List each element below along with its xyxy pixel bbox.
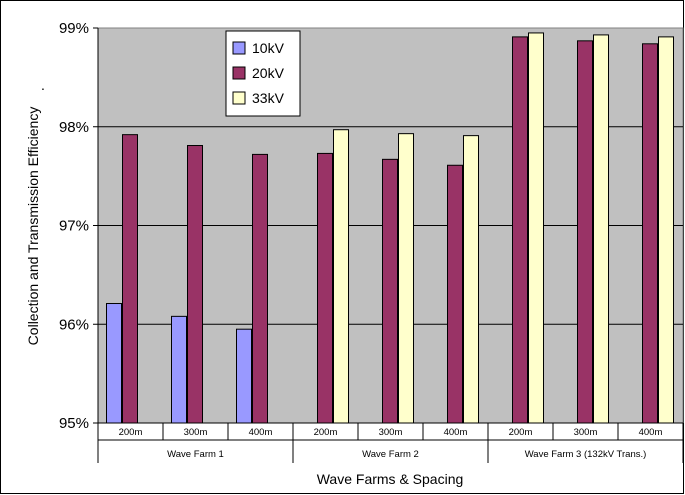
bar-10kV-0 bbox=[106, 303, 122, 424]
bar-33kV-6 bbox=[528, 32, 544, 424]
legend-label-20kV: 20kV bbox=[252, 65, 285, 81]
legend: 10kV 20kV 33kV bbox=[225, 30, 301, 117]
x-group-label: Wave Farm 1 bbox=[167, 449, 224, 460]
legend-label-10kV: 10kV bbox=[252, 40, 285, 56]
y-axis-title: Collection and Transmission Efficiency bbox=[25, 107, 41, 346]
x-category-label: 200m bbox=[509, 427, 533, 438]
x-category-label: 300m bbox=[184, 427, 208, 438]
bar-20kV-6 bbox=[512, 36, 528, 424]
bar-20kV-2 bbox=[252, 153, 268, 424]
y-tick-label: 97% bbox=[59, 218, 89, 235]
bar-20kV-0 bbox=[122, 134, 138, 424]
bar-10kV-1 bbox=[171, 315, 187, 424]
y-tick-label: 98% bbox=[59, 119, 89, 136]
x-category-label: 400m bbox=[444, 427, 468, 438]
bar-33kV-7 bbox=[593, 34, 609, 424]
bar-20kV-3 bbox=[317, 152, 333, 424]
bar-20kV-8 bbox=[642, 43, 658, 424]
bar-33kV-8 bbox=[658, 36, 674, 424]
x-category-label: 300m bbox=[379, 427, 403, 438]
legend-label-33kV: 33kV bbox=[252, 90, 285, 106]
y-tick-label: 96% bbox=[59, 316, 89, 333]
x-axis-title: Wave Farms & Spacing bbox=[317, 471, 464, 487]
x-axis-category-table: 200m 300m 400m 200m 300m 400m 200m 300m 400m Wave… bbox=[97, 422, 684, 463]
x-category-label: 200m bbox=[119, 427, 143, 438]
x-category-label: 400m bbox=[639, 427, 663, 438]
x-category-label: 400m bbox=[249, 427, 273, 438]
y-tick-label: 95% bbox=[59, 415, 89, 432]
bar-33kV-5 bbox=[463, 135, 479, 424]
bar-20kV-1 bbox=[187, 145, 203, 424]
legend-swatch-10kV bbox=[232, 41, 246, 55]
bar-10kV-2 bbox=[236, 328, 252, 424]
x-group-label: Wave Farm 3 (132kV Trans.) bbox=[525, 449, 647, 460]
bar-33kV-4 bbox=[398, 133, 414, 424]
bars bbox=[106, 32, 674, 424]
bar-20kV-5 bbox=[447, 164, 463, 424]
legend-swatch-20kV bbox=[232, 66, 246, 80]
bar-33kV-3 bbox=[333, 129, 349, 424]
x-category-label: 300m bbox=[574, 427, 598, 438]
legend-swatch-33kV bbox=[232, 91, 246, 105]
x-category-label: 200m bbox=[314, 427, 338, 438]
y-axis-ticks: 95% 96% 97% 98% 99% bbox=[59, 20, 99, 432]
bar-20kV-4 bbox=[382, 158, 398, 424]
y-tick-label: 99% bbox=[59, 20, 89, 37]
bar-20kV-7 bbox=[577, 40, 593, 424]
x-group-label: Wave Farm 2 bbox=[362, 449, 419, 460]
y-axis-side-mark: . bbox=[41, 77, 45, 93]
